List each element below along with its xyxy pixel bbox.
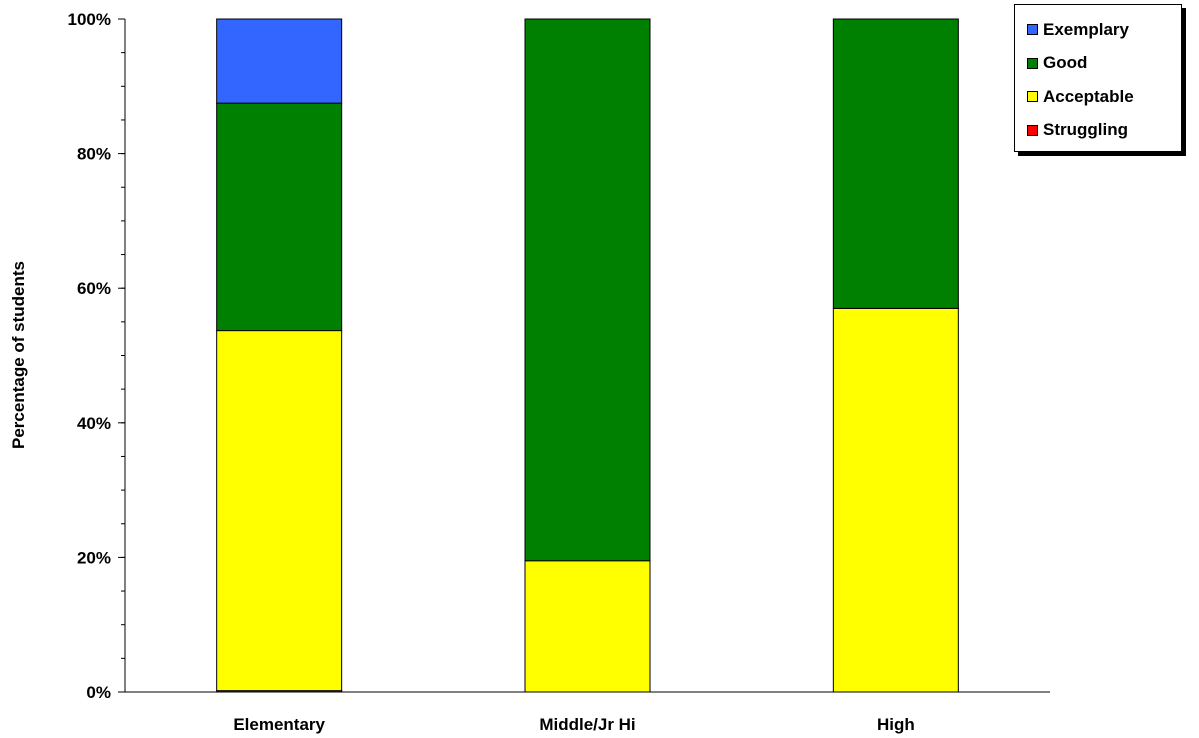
y-tick-label: 80% <box>77 145 111 164</box>
bar-segment-exemplary <box>216 18 343 104</box>
y-tick-label: 0% <box>86 683 111 702</box>
legend-label: Good <box>1043 53 1088 73</box>
legend-swatch <box>1027 57 1038 69</box>
x-category-label: Elementary <box>233 715 325 734</box>
y-tick-label: 40% <box>77 414 111 433</box>
x-category-label: High <box>877 715 915 734</box>
chart-bars <box>216 18 959 693</box>
legend-item-acceptable: Acceptable <box>1027 80 1181 114</box>
legend-label: Acceptable <box>1043 86 1134 106</box>
legend-swatch <box>1027 24 1038 36</box>
y-axis-title: Percentage of students <box>9 261 28 449</box>
bar-segment-good <box>216 102 343 332</box>
legend-label: Exemplary <box>1043 19 1129 39</box>
legend-item-exemplary: Exemplary <box>1027 13 1181 47</box>
bar-segment-acceptable <box>216 330 343 692</box>
bar-segment-acceptable <box>832 307 959 693</box>
legend-item-struggling: Struggling <box>1027 114 1181 148</box>
y-tick-label: 100% <box>68 10 111 29</box>
y-tick-label: 60% <box>77 279 111 298</box>
bar-segment-good <box>832 18 959 309</box>
chart-legend: Exemplary Good Acceptable Struggling <box>1014 4 1182 152</box>
chart-labels: 0% 20% 40% 60% 80% 100% Elementary Middle/Jr Hi… <box>68 10 915 734</box>
bar-segment-acceptable <box>524 560 651 693</box>
legend-item-good: Good <box>1027 47 1181 81</box>
legend-swatch <box>1027 124 1038 136</box>
legend-label: Struggling <box>1043 120 1128 140</box>
legend-swatch <box>1027 91 1038 103</box>
x-category-label: Middle/Jr Hi <box>539 715 635 734</box>
y-tick-label: 20% <box>77 548 111 567</box>
bar-segment-good <box>524 18 651 562</box>
